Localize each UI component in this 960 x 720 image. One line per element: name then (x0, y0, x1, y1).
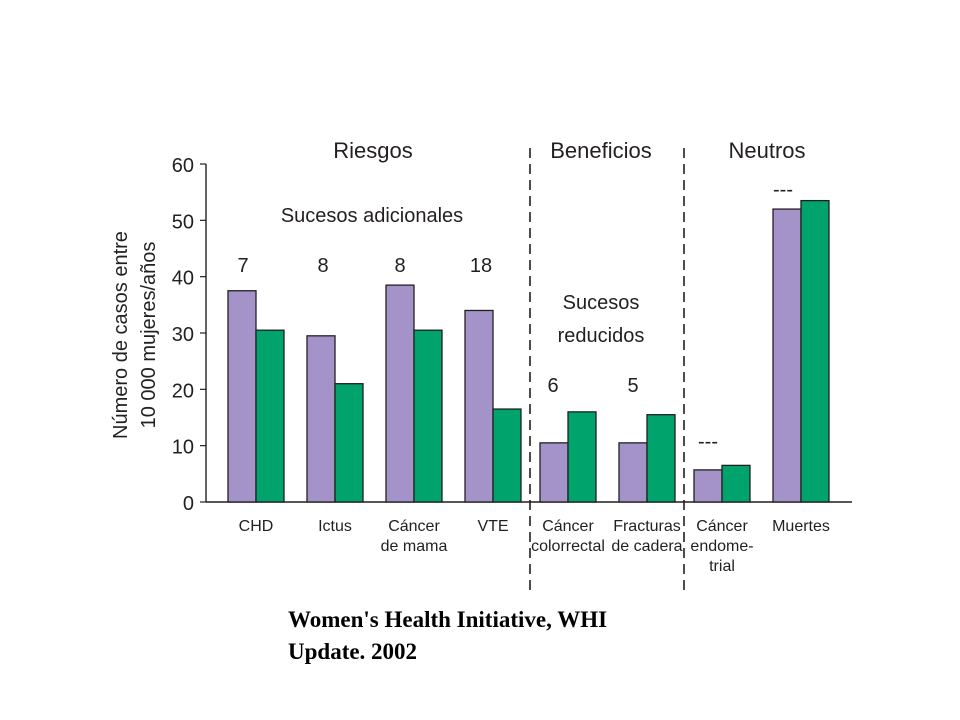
difference-label: 5 (627, 375, 638, 397)
y-tick-label: 20 (172, 380, 194, 402)
bar (618, 442, 648, 503)
difference-label: 18 (470, 255, 492, 277)
x-category-label: Muertes (772, 518, 830, 535)
bar (721, 464, 751, 503)
bar (772, 208, 802, 503)
difference-label: 8 (394, 255, 405, 277)
group-header: Neutros (728, 138, 805, 163)
group-sublabel: Sucesos (563, 292, 640, 314)
x-category-label: endome- (690, 538, 753, 555)
x-category-label: Fracturas (613, 518, 681, 535)
group-header: Beneficios (550, 138, 652, 163)
bar (385, 284, 415, 503)
bar (306, 335, 336, 503)
y-tick-label: 0 (183, 493, 194, 515)
difference-label: 7 (237, 255, 248, 277)
x-category-label: Cáncer (388, 518, 440, 535)
bar (227, 290, 257, 503)
bar (255, 329, 285, 503)
difference-label: 6 (547, 375, 558, 397)
y-tick-label: 50 (172, 211, 194, 233)
x-category-label: CHD (239, 518, 274, 535)
bar (539, 442, 569, 503)
y-axis-label: 10 000 mujeres/años (138, 242, 160, 429)
group-sublabel: Sucesos adicionales (281, 205, 463, 227)
bar (492, 408, 522, 503)
x-category-label: Cáncer (542, 518, 594, 535)
bar (464, 309, 494, 503)
y-tick-label: 60 (172, 155, 194, 177)
bar (334, 383, 364, 503)
caption-line-2: Update. 2002 (288, 639, 418, 664)
x-category-label: Cáncer (696, 518, 748, 535)
y-tick-label: 30 (172, 324, 194, 346)
bar (413, 329, 443, 503)
bar (693, 469, 723, 503)
group-header: Riesgos (333, 138, 412, 163)
x-category-label: trial (709, 558, 735, 575)
caption-line-1: Women's Health Initiative, WHI (288, 607, 608, 632)
difference-label: --- (773, 179, 793, 201)
y-tick-label: 10 (172, 437, 194, 459)
group-sublabel: reducidos (558, 325, 645, 347)
difference-label: --- (698, 431, 718, 453)
bar (567, 411, 597, 503)
y-axis-label: Número de casos entre (110, 231, 132, 439)
source-caption: Women's Health Initiative, WHI Update. 2… (288, 604, 848, 668)
x-category-label: Ictus (318, 518, 352, 535)
difference-label: 8 (317, 255, 328, 277)
x-category-label: colorrectal (531, 538, 605, 555)
x-category-label: VTE (477, 518, 508, 535)
x-category-label: de cadera (611, 538, 682, 555)
y-tick-label: 40 (172, 268, 194, 290)
bar (800, 199, 830, 503)
x-category-label: de mama (381, 538, 448, 555)
bar (646, 414, 676, 503)
